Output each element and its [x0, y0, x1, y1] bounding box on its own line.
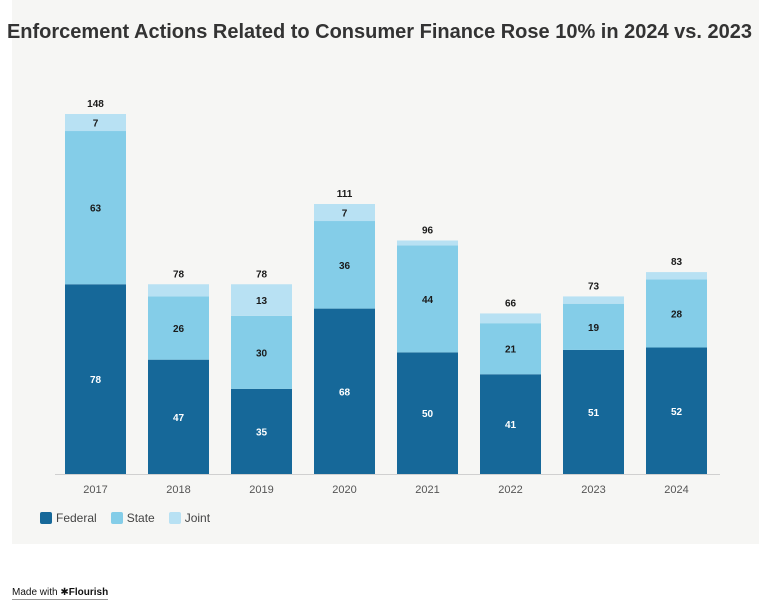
total-label-2023: 73 — [588, 281, 600, 292]
bar-state-2017[interactable] — [65, 131, 126, 285]
legend-label-joint: Joint — [184, 511, 211, 525]
x-tick-label-2023: 2023 — [581, 484, 605, 496]
data-label-federal-2021: 50 — [422, 409, 434, 420]
data-label-federal-2018: 47 — [173, 413, 185, 424]
credit-prefix: Made with — [12, 587, 58, 598]
data-label-state-2022: 21 — [505, 345, 517, 356]
x-tick-label-2017: 2017 — [83, 484, 107, 496]
data-label-joint-2017: 7 — [93, 119, 99, 130]
bar-federal-2018[interactable] — [148, 359, 209, 474]
bar-joint-2018[interactable] — [148, 284, 209, 297]
bar-joint-2022[interactable] — [480, 313, 541, 324]
bar-joint-2017[interactable] — [65, 114, 126, 132]
bar-joint-2019[interactable] — [231, 284, 292, 316]
legend-swatch-joint — [168, 512, 181, 524]
data-label-federal-2017: 78 — [90, 375, 102, 386]
total-label-2020: 111 — [337, 189, 353, 200]
legend-swatch-federal — [40, 512, 52, 524]
chart-panel — [12, 0, 759, 544]
data-label-state-2020: 36 — [339, 261, 351, 272]
data-label-joint-2020: 7 — [342, 209, 348, 220]
bar-state-2021[interactable] — [397, 245, 458, 353]
data-label-federal-2020: 68 — [339, 387, 351, 398]
total-label-2017: 148 — [87, 99, 104, 110]
x-tick-label-2021: 2021 — [415, 484, 439, 496]
x-tick-label-2022: 2022 — [498, 484, 522, 496]
total-label-2021: 96 — [422, 225, 434, 236]
bar-state-2019[interactable] — [231, 315, 292, 389]
data-label-joint-2019: 13 — [256, 296, 268, 307]
data-label-state-2024: 28 — [671, 309, 683, 320]
data-label-state-2021: 44 — [422, 295, 434, 306]
flourish-credit[interactable]: Made with ✱Flourish — [12, 587, 109, 600]
legend-item-joint[interactable]: Joint — [168, 511, 211, 525]
bar-federal-2024[interactable] — [646, 347, 707, 474]
data-label-state-2019: 30 — [256, 348, 268, 359]
bar-state-2020[interactable] — [314, 221, 375, 309]
bar-joint-2024[interactable] — [646, 272, 707, 280]
data-label-state-2023: 19 — [588, 323, 600, 334]
x-tick-label-2019: 2019 — [249, 484, 273, 496]
total-label-2022: 66 — [505, 298, 517, 309]
total-label-2018: 78 — [173, 269, 185, 280]
bar-state-2023[interactable] — [563, 303, 624, 350]
bar-joint-2021[interactable] — [397, 240, 458, 246]
bar-federal-2023[interactable] — [563, 349, 624, 474]
data-label-federal-2019: 35 — [256, 427, 268, 438]
bar-state-2022[interactable] — [480, 323, 541, 375]
bar-joint-2023[interactable] — [563, 296, 624, 304]
bar-state-2018[interactable] — [148, 296, 209, 360]
legend-swatch-state — [110, 512, 123, 524]
bar-federal-2020[interactable] — [314, 308, 375, 474]
total-label-2024: 83 — [671, 257, 683, 268]
bar-federal-2022[interactable] — [480, 374, 541, 474]
x-tick-label-2020: 2020 — [332, 484, 356, 496]
x-tick-label-2024: 2024 — [664, 484, 688, 496]
data-label-federal-2022: 41 — [505, 420, 517, 431]
bar-state-2024[interactable] — [646, 279, 707, 348]
bar-federal-2017[interactable] — [65, 284, 126, 474]
bar-joint-2020[interactable] — [314, 204, 375, 222]
data-label-state-2017: 63 — [90, 204, 102, 215]
legend-item-state[interactable]: State — [110, 511, 155, 525]
credit-brand: Flourish — [68, 587, 109, 598]
x-tick-label-2018: 2018 — [166, 484, 190, 496]
asterisk-icon: ✱ — [60, 587, 69, 598]
total-label-2019: 78 — [256, 269, 268, 280]
data-label-federal-2023: 51 — [588, 408, 600, 419]
data-label-state-2018: 26 — [173, 324, 185, 335]
legend: Federal State Joint — [40, 511, 210, 525]
bar-federal-2019[interactable] — [231, 388, 292, 474]
legend-label-federal: Federal — [56, 511, 97, 525]
chart-title: Enforcement Actions Related to Consumer … — [6, 21, 753, 43]
legend-item-federal[interactable]: Federal — [40, 511, 97, 525]
data-label-federal-2024: 52 — [671, 407, 683, 418]
bar-federal-2021[interactable] — [397, 352, 458, 474]
legend-label-state: State — [126, 511, 155, 525]
